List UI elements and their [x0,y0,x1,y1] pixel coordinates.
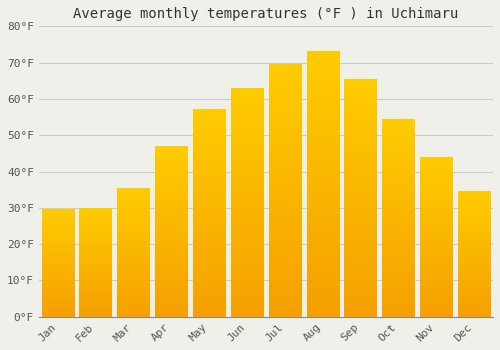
Title: Average monthly temperatures (°F ) in Uchimaru: Average monthly temperatures (°F ) in Uc… [74,7,458,21]
